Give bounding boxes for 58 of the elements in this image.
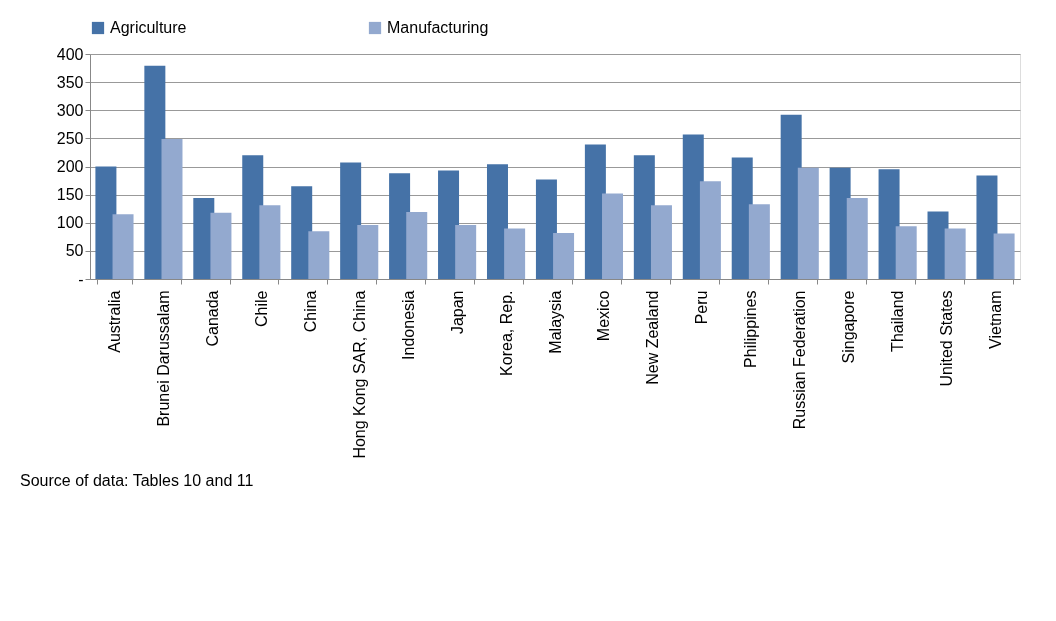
bar [112, 214, 134, 279]
bar [406, 212, 428, 279]
x-tick-label: Vietnam [987, 290, 1005, 349]
bar [504, 228, 526, 279]
bar [210, 212, 232, 279]
bar [291, 186, 313, 279]
bar [259, 205, 281, 279]
y-tick-label: 150 [56, 186, 84, 204]
x-tick-label: Canada [203, 290, 221, 347]
bar [340, 162, 362, 279]
x-tick-label: Philippines [742, 290, 760, 368]
bar [976, 175, 998, 279]
y-tick-label: 50 [65, 242, 84, 260]
bar [602, 193, 624, 279]
bar [878, 169, 900, 279]
bar [797, 167, 819, 279]
bar [944, 228, 966, 279]
bar [895, 226, 917, 279]
bar [650, 205, 672, 279]
source-note: Source of data: Tables 10 and 11 [20, 472, 254, 490]
bar [95, 166, 117, 279]
legend-label: Manufacturing [387, 19, 489, 36]
bar [846, 198, 868, 279]
x-tick-label: New Zealand [644, 290, 662, 385]
x-tick-label: Singapore [840, 290, 858, 364]
y-tick-label: 400 [56, 45, 84, 63]
y-tick-label: 300 [56, 101, 84, 119]
x-tick-label: Hong Kong SAR, China [350, 290, 368, 459]
x-tick-label: Malaysia [546, 290, 564, 354]
y-tick-label: 250 [56, 129, 84, 147]
x-tick-label: Thailand [889, 290, 907, 352]
x-tick-label: Chile [252, 290, 270, 327]
bar [438, 170, 460, 279]
bar [357, 225, 379, 279]
bar [455, 225, 477, 279]
x-tick-label: Russian Federation [791, 290, 809, 430]
x-tick-label: Mexico [595, 290, 613, 342]
bar [161, 138, 183, 279]
bar [308, 231, 330, 279]
y-tick-label: 100 [56, 214, 84, 232]
bar [486, 164, 508, 279]
x-tick-label: China [301, 290, 319, 333]
bar [993, 233, 1015, 279]
x-tick-label: Australia [105, 290, 123, 353]
x-tick-label: Peru [693, 290, 711, 325]
x-tick-label: Korea, Rep. [497, 290, 515, 376]
y-tick-label: 200 [56, 158, 84, 175]
x-tick-label: Indonesia [399, 290, 417, 360]
bar [699, 181, 721, 279]
y-tick-label: 350 [56, 73, 84, 91]
y-tick-label: - [78, 270, 84, 288]
x-tick-label: Japan [448, 290, 466, 335]
x-tick-label: Brunei Darussalam [154, 290, 172, 427]
legend-label: Agriculture [110, 19, 187, 36]
x-tick-label: United States [938, 290, 956, 387]
bar [535, 179, 557, 279]
bar [553, 232, 575, 279]
bar [748, 204, 770, 279]
